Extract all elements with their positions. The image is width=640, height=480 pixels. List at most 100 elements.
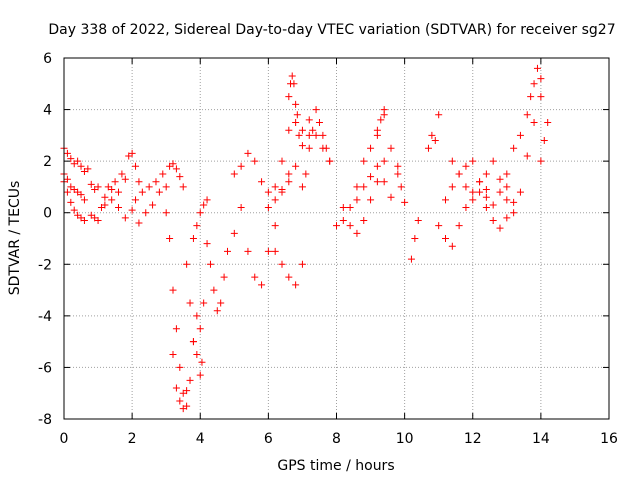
data-point <box>193 222 201 230</box>
data-point <box>193 351 201 359</box>
data-point <box>74 157 82 165</box>
data-point <box>469 157 477 165</box>
data-point <box>189 338 197 346</box>
y-tick-labels: -8 -6 -4 -2 0 2 4 6 <box>38 51 52 428</box>
data-point <box>360 157 368 165</box>
data-point <box>237 204 245 212</box>
data-point <box>482 186 490 194</box>
data-point <box>264 204 272 212</box>
data-point <box>94 216 102 224</box>
data-point <box>469 188 477 196</box>
data-point <box>172 165 180 173</box>
series-sat-a <box>60 144 92 175</box>
data-point <box>77 191 85 199</box>
data-point <box>189 235 197 242</box>
grid-lines <box>63 57 610 420</box>
data-point <box>244 247 252 255</box>
x-tick-label: 0 <box>60 431 69 447</box>
data-point <box>271 247 279 255</box>
data-point <box>373 162 381 170</box>
data-point <box>285 178 293 186</box>
y-tick-label: 2 <box>43 154 52 170</box>
data-point <box>482 193 490 201</box>
data-point <box>537 157 545 165</box>
data-point <box>394 170 402 178</box>
chart-title: Day 338 of 2022, Sidereal Day-to-day VTE… <box>48 22 615 38</box>
data-point <box>380 106 388 114</box>
plot-frame <box>63 57 610 420</box>
data-point <box>503 183 511 191</box>
data-point <box>424 144 432 152</box>
data-point <box>210 286 218 294</box>
series-sat-w <box>339 157 388 237</box>
data-point <box>510 209 518 217</box>
data-point <box>523 111 531 119</box>
data-points <box>60 64 552 413</box>
data-point <box>115 188 122 196</box>
data-point <box>462 162 470 170</box>
data-point <box>128 206 136 214</box>
data-point <box>145 183 153 191</box>
series-sat-h <box>132 160 187 204</box>
series-sat-g <box>101 183 170 227</box>
series-sat-t <box>298 126 317 191</box>
data-point <box>346 222 354 230</box>
data-point <box>115 204 122 212</box>
data-point <box>292 162 300 170</box>
data-point <box>77 162 85 170</box>
data-point <box>162 209 170 217</box>
data-point <box>244 149 252 157</box>
data-point <box>149 201 157 209</box>
data-point <box>380 178 388 186</box>
data-point <box>496 188 504 196</box>
data-point <box>516 188 524 196</box>
series-sat-u <box>312 106 334 165</box>
data-point <box>132 196 140 204</box>
data-point <box>237 162 245 170</box>
data-point <box>166 235 174 242</box>
series-sat-ad <box>442 157 511 209</box>
data-point <box>442 235 449 242</box>
data-point <box>305 116 313 124</box>
data-point <box>271 222 279 230</box>
data-point <box>305 144 313 152</box>
data-point <box>298 142 306 150</box>
data-point <box>224 247 231 255</box>
data-point <box>333 222 340 230</box>
data-point <box>159 170 167 178</box>
data-point <box>476 178 484 186</box>
x-tick-label: 10 <box>396 431 414 447</box>
data-point <box>377 116 385 124</box>
data-point <box>326 157 334 165</box>
series-sat-v <box>333 162 395 230</box>
data-point <box>87 180 95 188</box>
data-point <box>271 196 279 204</box>
data-point <box>169 160 177 168</box>
data-point <box>482 204 490 212</box>
data-point <box>196 209 204 217</box>
x-tick-label: 16 <box>600 431 618 447</box>
data-point <box>186 376 194 384</box>
data-point <box>302 170 310 178</box>
data-point <box>503 170 511 178</box>
series-sat-z <box>394 162 409 206</box>
data-point <box>135 178 143 186</box>
data-point <box>411 235 419 242</box>
data-point <box>220 273 228 281</box>
series-sat-b <box>60 178 88 224</box>
data-point <box>176 363 184 371</box>
data-point <box>203 240 211 248</box>
data-point <box>292 281 300 289</box>
data-point <box>510 144 518 152</box>
data-point <box>530 118 538 126</box>
data-point <box>183 260 191 268</box>
data-point <box>346 204 354 212</box>
data-point <box>251 273 259 281</box>
series-sat-ae <box>448 157 518 217</box>
data-point <box>339 204 347 212</box>
y-tick-label: 4 <box>43 103 52 119</box>
series-sat-m <box>196 358 206 379</box>
series-sat-ab <box>424 111 443 152</box>
data-point <box>203 196 211 204</box>
